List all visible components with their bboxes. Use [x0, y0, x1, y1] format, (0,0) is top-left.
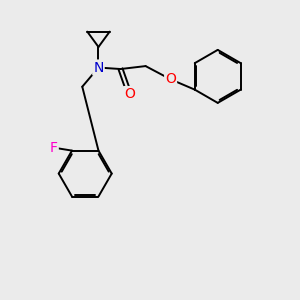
Text: O: O [165, 72, 176, 86]
Text: O: O [124, 87, 135, 101]
Text: N: N [93, 61, 104, 75]
Text: F: F [50, 141, 58, 155]
